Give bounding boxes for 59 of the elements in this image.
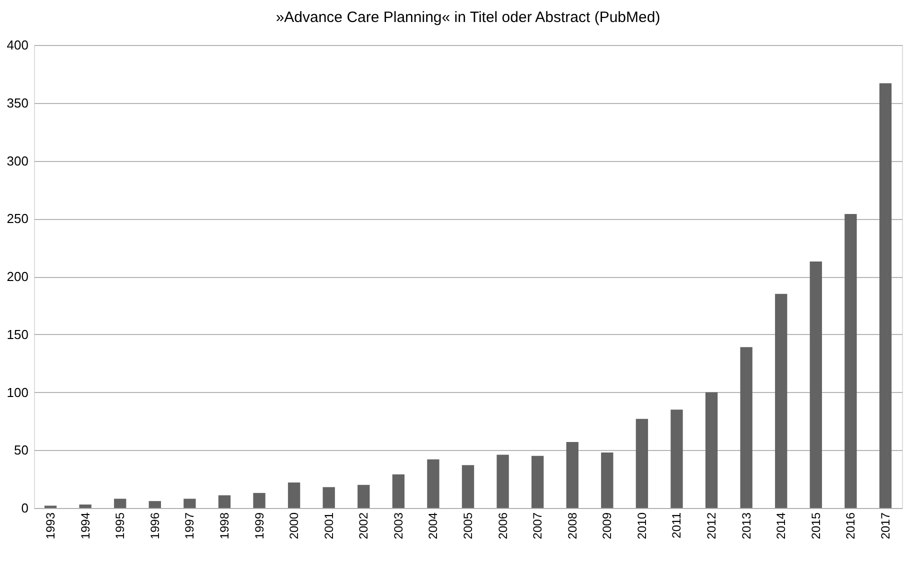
x-tick-label: 2007: [530, 512, 545, 540]
x-tick-label: 1999: [252, 512, 266, 540]
bar: [844, 214, 857, 508]
y-tick-label: 250: [6, 211, 28, 226]
x-tick-label: 1997: [182, 512, 197, 540]
x-tick-label: 1994: [78, 512, 92, 540]
x-tick-label: 2009: [600, 512, 614, 540]
bar: [705, 392, 718, 508]
chart-title: »Advance Care Planning« in Titel oder Abstract (PubMed): [276, 9, 660, 26]
x-tick-label: 2016: [844, 512, 858, 540]
y-tick-label: 0: [21, 500, 28, 516]
bar: [879, 83, 892, 508]
y-tick-label: 350: [6, 95, 28, 110]
y-tick-label: 50: [14, 442, 28, 458]
bar: [427, 459, 440, 508]
x-tick-label: 2008: [565, 512, 580, 540]
bar: [79, 504, 92, 508]
x-tick-label: 2011: [670, 512, 684, 538]
bar: [148, 501, 161, 508]
x-tick-label: 2001: [322, 512, 336, 540]
x-tick-label: 2002: [356, 512, 371, 540]
x-tick-label: 2005: [461, 512, 475, 540]
x-tick-label: 2004: [426, 512, 440, 540]
x-tick-label: 1996: [148, 512, 162, 540]
bar: [496, 454, 509, 508]
x-tick-label: 2013: [739, 512, 754, 540]
bar: [601, 452, 614, 508]
x-tick-label: 2010: [634, 512, 649, 540]
x-tick-label: 1998: [217, 512, 232, 540]
bar: [114, 498, 126, 508]
bar: [184, 498, 196, 508]
bar: [253, 492, 266, 508]
x-tick-label: 2017: [878, 512, 892, 540]
y-tick-label: 200: [6, 269, 28, 284]
x-tick-label: 1993: [44, 512, 58, 540]
bar: [462, 465, 474, 508]
x-tick-label: 2000: [287, 512, 302, 540]
bar: [566, 442, 578, 508]
x-tick-label: 1995: [113, 512, 128, 540]
bar: [322, 487, 335, 508]
bar: [531, 456, 544, 508]
y-tick-label: 400: [6, 38, 28, 52]
y-tick-label: 150: [6, 326, 28, 342]
bar: [358, 484, 370, 508]
y-tick-label: 100: [6, 384, 28, 400]
y-tick-label: 300: [6, 153, 28, 168]
x-tick-label: 2014: [774, 512, 788, 540]
bar: [288, 482, 300, 508]
x-tick-label: 2006: [496, 512, 510, 540]
bar: [218, 495, 231, 508]
bar: [740, 347, 752, 508]
x-tick-label: 2015: [808, 512, 823, 540]
bar: [636, 418, 648, 508]
bar: [392, 474, 405, 508]
bar: [810, 261, 822, 508]
bar: [670, 410, 683, 508]
x-tick-label: 2003: [391, 512, 406, 540]
x-tick-label: 2012: [704, 512, 719, 540]
bar: [775, 294, 788, 508]
